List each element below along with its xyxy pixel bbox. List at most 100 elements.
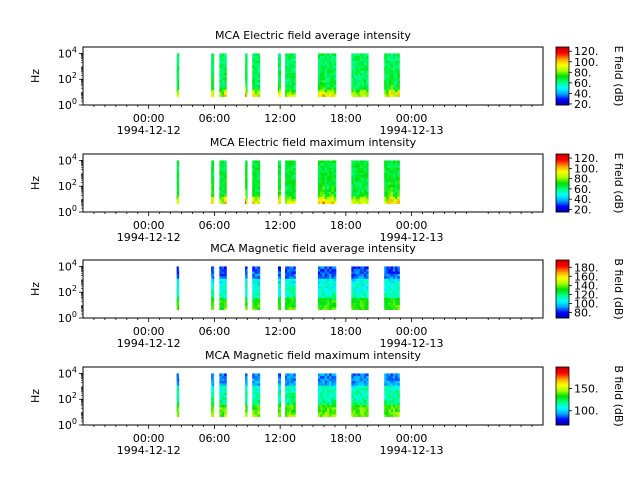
spectrogram-cell: [351, 414, 354, 417]
colorbar-segment: [556, 260, 569, 262]
spectrogram-cell: [395, 174, 398, 178]
spectrogram-cell: [390, 290, 394, 294]
spectrogram-cell: [359, 170, 363, 173]
spectrogram-cell: [397, 63, 400, 66]
colorbar-segment: [556, 409, 569, 411]
spectrogram-cell: [355, 271, 358, 274]
spectrogram-cell: [317, 380, 321, 384]
spectrogram-cell: [279, 70, 281, 73]
spectrogram-cell: [293, 278, 296, 282]
spectrogram-cell: [390, 179, 394, 183]
spectrogram-cell: [326, 290, 330, 294]
x-tick-label: 00:00: [396, 432, 428, 445]
spectrogram-cell: [329, 63, 332, 66]
spectrogram-cell: [357, 285, 361, 289]
spectrogram-cell: [351, 65, 354, 69]
spectrogram-cell: [397, 295, 400, 298]
spectrogram-cell: [252, 160, 256, 164]
spectrogram-cell: [291, 91, 294, 95]
spectrogram-cell: [386, 276, 389, 279]
spectrogram-cell: [252, 285, 256, 289]
spectrogram-cell: [322, 409, 326, 413]
spectrogram-cell: [212, 300, 215, 303]
spectrogram-cell: [291, 411, 294, 415]
colorbar-segment: [556, 61, 569, 64]
spectrogram-cell: [317, 307, 321, 310]
spectrogram-cell: [331, 201, 335, 204]
spectrogram-cell: [254, 409, 258, 413]
spectrogram-cell: [390, 167, 394, 171]
spectrogram-cell: [317, 288, 321, 291]
spectrogram-cell: [324, 295, 328, 298]
spectrogram-cell: [219, 395, 223, 398]
spectrogram-cell: [329, 198, 332, 202]
spectrogram-cell: [176, 77, 179, 81]
spectrogram-cell: [291, 302, 294, 306]
spectrogram-cell: [397, 380, 400, 384]
spectrogram-cell: [326, 79, 330, 83]
spectrogram-cell: [357, 186, 361, 190]
spectrogram-cell: [326, 182, 330, 185]
spectrogram-cell: [357, 84, 361, 88]
spectrogram-cell: [359, 411, 363, 415]
spectrogram-cell: [277, 399, 280, 403]
colorbar: 80.100.120.140.160.180. B field (dB): [555, 258, 625, 320]
spectrogram-cell: [224, 392, 227, 396]
spectrogram-cell: [353, 271, 356, 274]
colorbar-segment: [556, 103, 569, 106]
spectrogram-cell: [287, 196, 290, 200]
spectrogram-cell: [211, 91, 213, 95]
spectrogram-cell: [254, 63, 258, 66]
spectrogram-cell: [279, 198, 281, 202]
spectrogram-cell: [291, 402, 294, 405]
spectrogram-cell: [392, 91, 396, 95]
spectrogram-cell: [326, 373, 330, 377]
spectrogram-cell: [353, 273, 356, 277]
spectrogram-cell: [388, 63, 392, 66]
spectrogram-cell: [364, 94, 367, 97]
spectrogram-cell: [388, 186, 392, 190]
spectrogram-cell: [386, 302, 389, 306]
spectrogram-cell: [291, 167, 294, 171]
spectrogram-cell: [176, 191, 179, 195]
spectrogram-cell: [329, 77, 332, 81]
spectrogram-cell: [331, 177, 335, 180]
spectrogram-cell: [392, 276, 396, 279]
spectrogram-cell: [390, 302, 394, 306]
spectrogram-cell: [279, 182, 281, 185]
spectrogram-cell: [245, 201, 247, 204]
spectrogram-cell: [285, 285, 288, 289]
spectrogram-cell: [257, 70, 261, 73]
spectrogram-cell: [397, 198, 400, 202]
spectrogram-cell: [353, 276, 356, 279]
spectrogram-cell: [364, 186, 367, 190]
spectrogram-cell: [324, 280, 328, 284]
spectrogram-cell: [322, 268, 326, 272]
spectrogram-cell: [257, 89, 261, 93]
spectrogram-cell: [246, 194, 248, 197]
spectrogram-cell: [331, 75, 335, 78]
spectrogram-cell: [357, 58, 361, 61]
spectrogram-cell: [322, 201, 326, 204]
spectrogram-cell: [331, 271, 335, 274]
spectrogram-cell: [291, 179, 294, 183]
spectrogram-cell: [395, 385, 398, 389]
spectrogram-cell: [277, 385, 280, 389]
spectrogram-cell: [212, 79, 215, 83]
spectrogram-cell: [366, 79, 369, 83]
spectrogram-cell: [397, 72, 400, 76]
spectrogram-cell: [329, 177, 332, 180]
spectrogram-cell: [355, 167, 358, 171]
spectrogram-cell: [361, 276, 365, 279]
spectrogram-cell: [333, 177, 337, 180]
spectrogram-cell: [257, 276, 261, 279]
spectrogram-cell: [397, 179, 400, 183]
spectrogram-cell: [326, 75, 330, 78]
spectrogram-cell: [359, 72, 363, 76]
x-tick-label: 00:00: [396, 325, 428, 338]
spectrogram-cell: [322, 72, 326, 76]
spectrogram-cell: [390, 186, 394, 190]
spectrogram-cell: [293, 77, 296, 81]
spectrogram-cell: [176, 94, 179, 97]
